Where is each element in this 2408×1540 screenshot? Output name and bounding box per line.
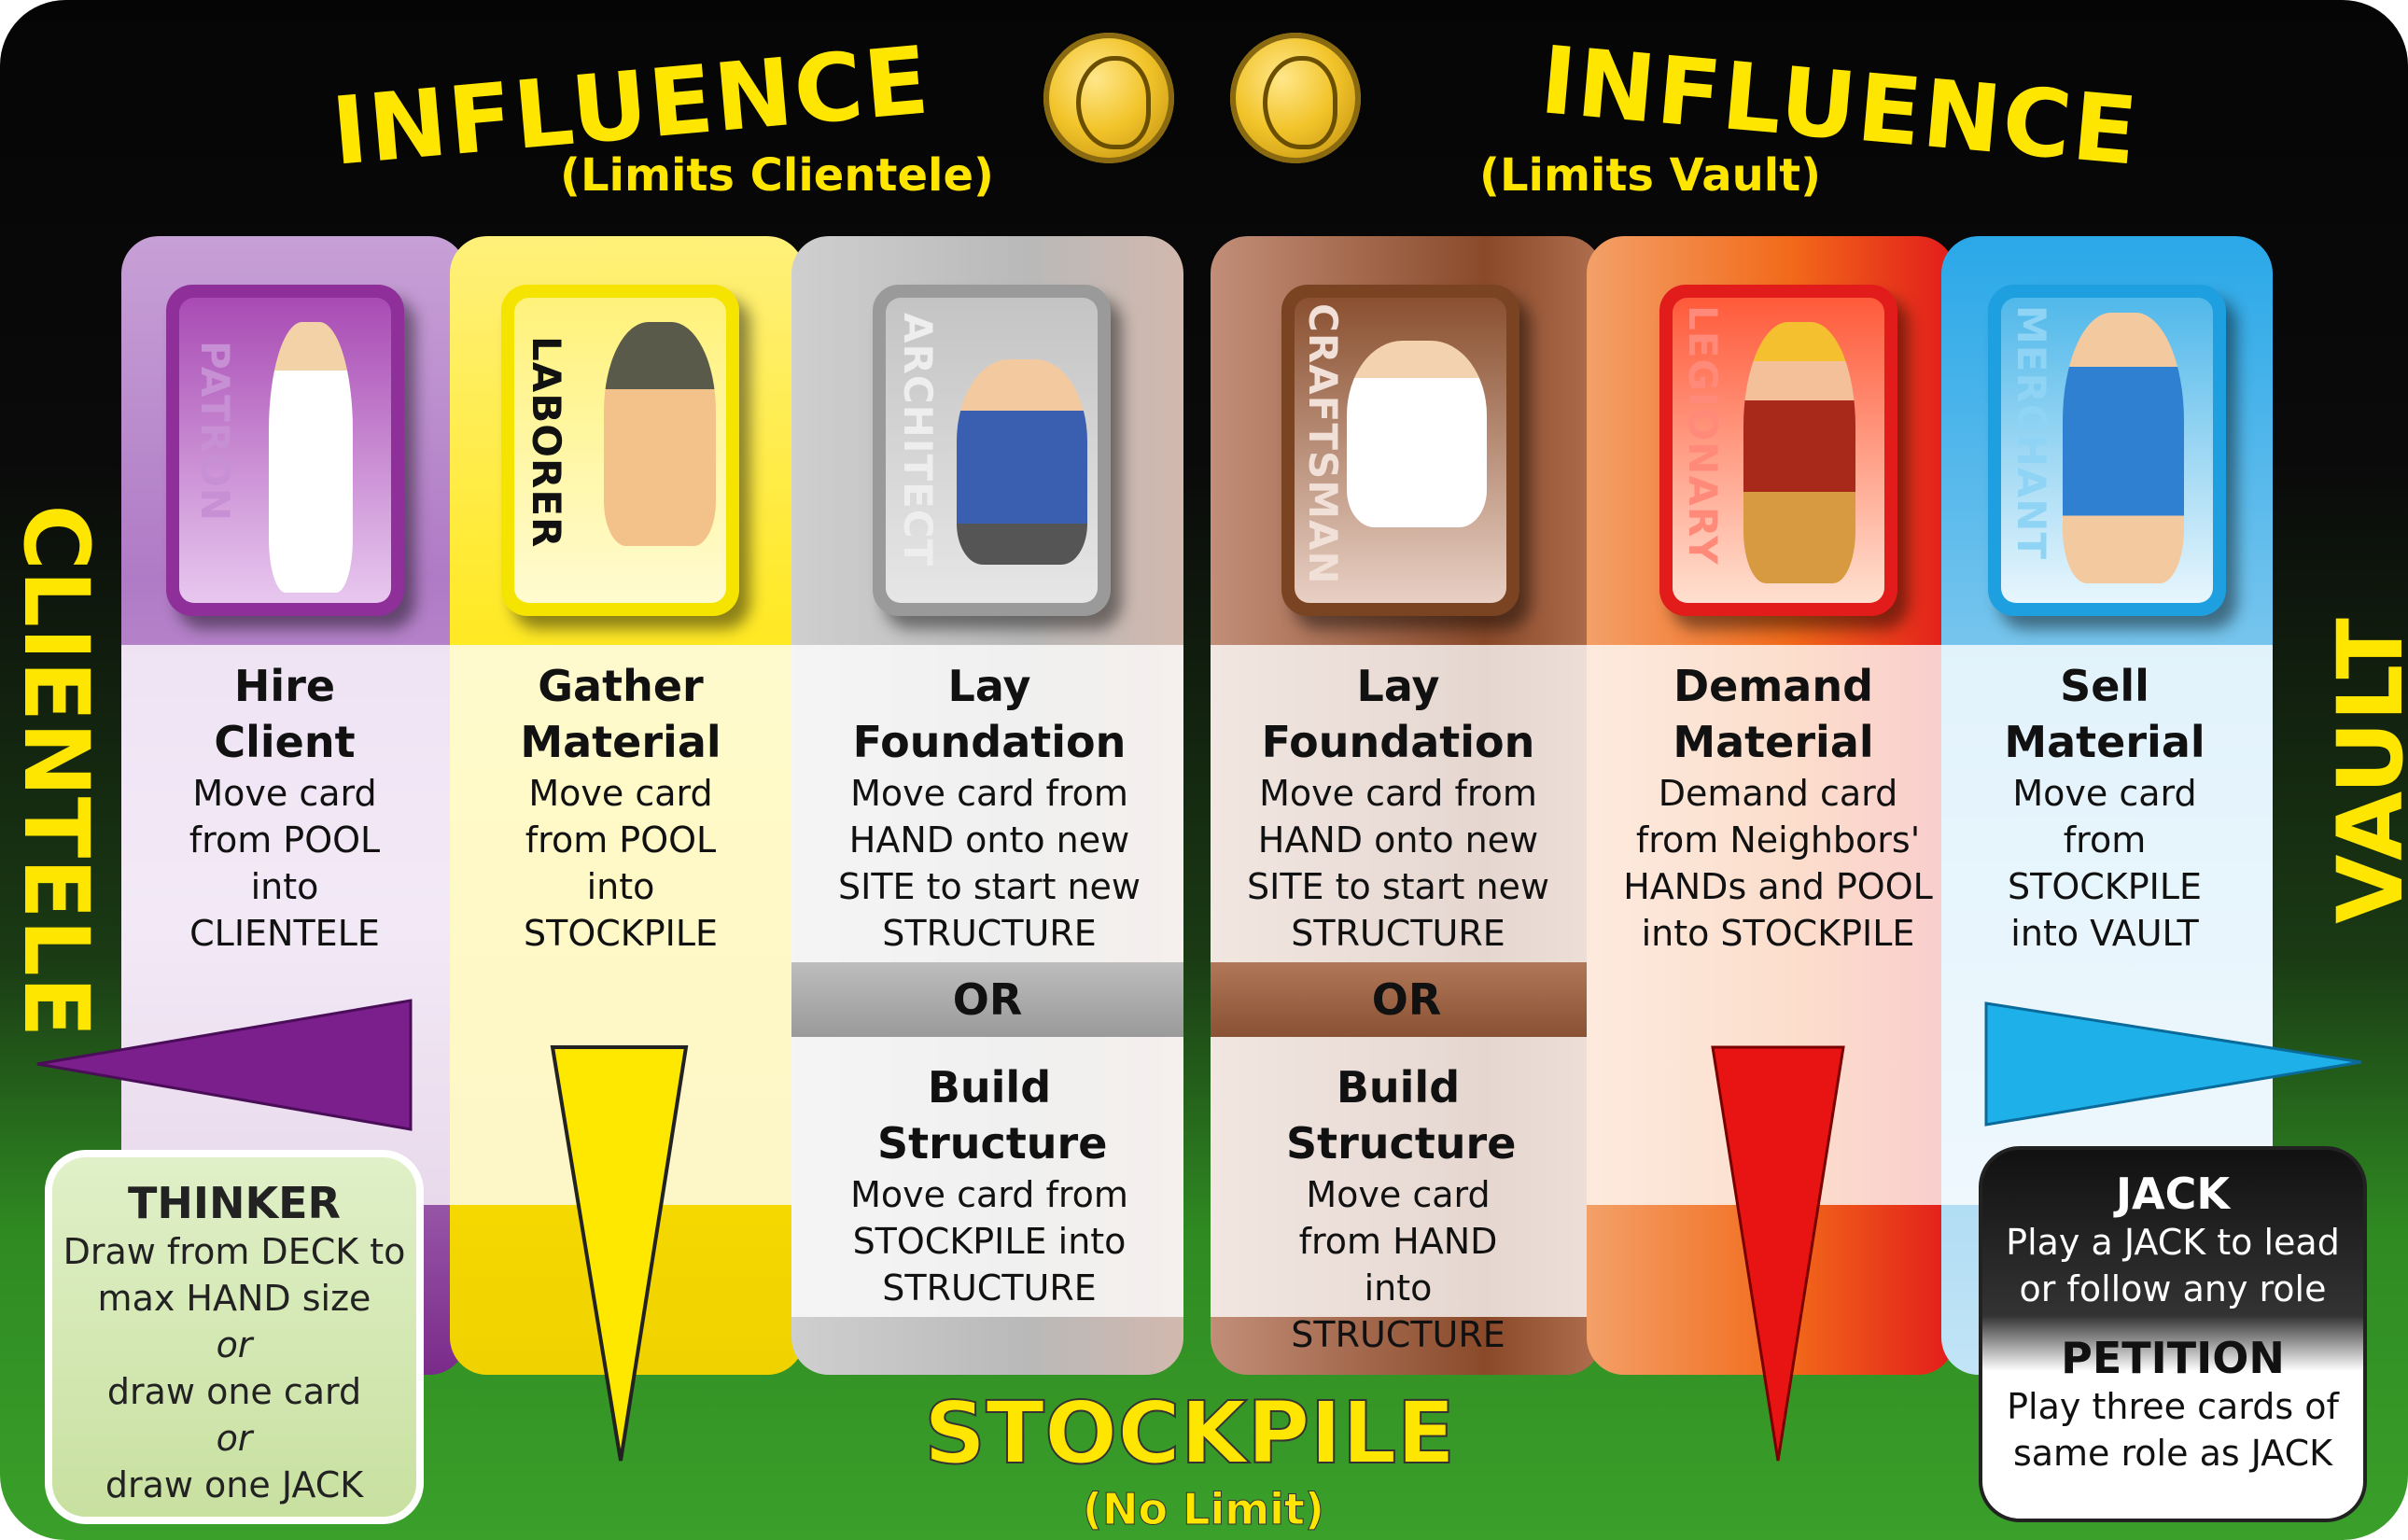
- role-description: Move card from HAND onto new SITE to sta…: [1247, 773, 1549, 954]
- clientele-arrow: [36, 999, 413, 1131]
- role-title: Gather Material: [520, 661, 721, 767]
- architect-figure: [957, 359, 1087, 565]
- role-title: Demand Material: [1673, 661, 1874, 767]
- laborer-card-label: LABORER: [524, 336, 569, 549]
- craftsman-card: CRAFTSMAN: [1281, 285, 1519, 616]
- role-description: Move card from STOCKPILE into STRUCTURE: [850, 1174, 1128, 1309]
- role-description: Move card from POOL into CLIENTELE: [189, 773, 381, 954]
- merchant-role-text: Sell Material Move card from STOCKPILE i…: [1951, 658, 2259, 957]
- legionary-column: [1587, 236, 1955, 1375]
- role-description: Move card from POOL into STOCKPILE: [524, 773, 718, 954]
- jack-box: JACK Play a JACK to lead or follow any r…: [1979, 1146, 2367, 1522]
- role-title: Build Structure: [1286, 1062, 1517, 1169]
- petition-title: PETITION: [2061, 1333, 2285, 1383]
- craftsman-role-text-2: Build Structure Move card from HAND into…: [1244, 1059, 1552, 1358]
- role-title: Lay Foundation: [1261, 661, 1535, 767]
- thinker-line-3: draw one JACK: [105, 1464, 364, 1505]
- legionary-card: LEGIONARY: [1659, 285, 1897, 616]
- role-description: Move card from HAND onto new SITE to sta…: [838, 773, 1141, 954]
- patron-figure: [269, 322, 353, 593]
- jack-title: JACK: [2115, 1169, 2231, 1219]
- patron-card: PATRON: [166, 285, 404, 616]
- patron-role-text: Hire Client Move card from POOL into CLI…: [131, 658, 439, 957]
- influence-left-subtitle: (Limits Clientele): [560, 149, 994, 202]
- laborer-card: LABORER: [501, 285, 739, 616]
- role-title: Sell Material: [2004, 661, 2205, 767]
- coin-icon: [1230, 33, 1361, 163]
- role-title: Lay Foundation: [852, 661, 1127, 767]
- patron-card-label: PATRON: [192, 341, 238, 523]
- or-divider: OR: [791, 962, 1183, 1037]
- laborer-role-text: Gather Material Move card from POOL into…: [467, 658, 775, 957]
- stockpile-title: STOCKPILE: [923, 1382, 1456, 1484]
- legionary-figure: [1743, 322, 1855, 583]
- thinker-or-2: or: [216, 1418, 253, 1459]
- architect-card-label: ARCHITECT: [895, 313, 941, 567]
- merchant-card-label: MERCHANT: [2009, 305, 2054, 561]
- architect-role-text-2: Build Structure Move card from STOCKPILE…: [835, 1059, 1143, 1311]
- role-description: Move card from STOCKPILE into VAULT: [2008, 773, 2202, 954]
- architect-card: ARCHITECT: [873, 285, 1111, 616]
- legionary-card-label: LEGIONARY: [1680, 305, 1726, 566]
- role-description: Demand card from Neighbors' HANDs and PO…: [1623, 773, 1933, 954]
- craftsman-card-label: CRAFTSMAN: [1300, 303, 1346, 585]
- coin-icon: [1043, 33, 1174, 163]
- vault-label: VAULT: [2318, 618, 2408, 924]
- laborer-arrow: [550, 1045, 689, 1462]
- influence-right-subtitle: (Limits Vault): [1479, 149, 1822, 202]
- thinker-or-1: or: [216, 1324, 253, 1365]
- merchant-card: MERCHANT: [1988, 285, 2226, 616]
- architect-column: OR: [791, 236, 1183, 1375]
- legionary-arrow: [1711, 1045, 1845, 1462]
- role-description: Move card from HAND into STRUCTURE: [1291, 1174, 1505, 1355]
- role-title: Build Structure: [877, 1062, 1108, 1169]
- thinker-title: THINKER: [128, 1178, 341, 1228]
- laborer-figure: [604, 322, 716, 546]
- petition-description: Play three cards of same role as JACK: [2007, 1386, 2339, 1474]
- clientele-label: CLIENTELE: [4, 504, 108, 1038]
- thinker-line-1: Draw from DECK to max HAND size: [63, 1231, 406, 1319]
- or-divider: OR: [1211, 962, 1603, 1037]
- architect-role-text: Lay Foundation Move card from HAND onto …: [835, 658, 1143, 957]
- thinker-box: THINKER Draw from DECK to max HAND size …: [45, 1150, 424, 1524]
- legionary-role-text: Demand Material Demand card from Neighbo…: [1619, 658, 1933, 957]
- stockpile-subtitle: (No Limit): [1083, 1484, 1325, 1535]
- craftsman-role-text: Lay Foundation Move card from HAND onto …: [1244, 658, 1552, 957]
- vault-arrow: [1984, 1001, 2362, 1127]
- merchant-figure: [2063, 313, 2184, 583]
- thinker-line-2: draw one card: [106, 1371, 362, 1412]
- jack-description: Play a JACK to lead or follow any role: [2006, 1222, 2340, 1309]
- craftsman-figure: [1347, 341, 1487, 527]
- role-title: Hire Client: [214, 661, 356, 767]
